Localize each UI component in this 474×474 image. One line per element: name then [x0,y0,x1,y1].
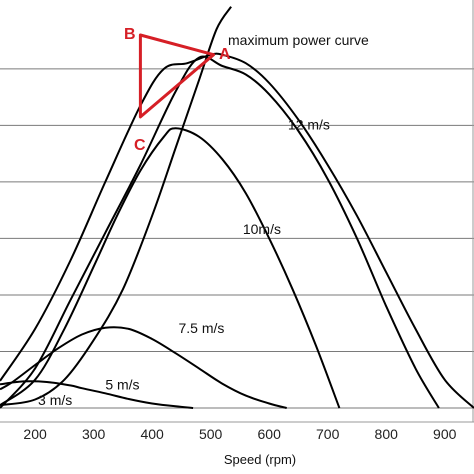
curve-3-m-s [0,380,194,409]
x-axis-ticks: 200 300 400 500 600 700 800 900 [23,426,456,442]
x-tick-400: 400 [140,426,164,442]
x-tick-700: 700 [316,426,340,442]
x-tick-900: 900 [433,426,457,442]
power-curves [0,52,474,409]
label-3-m-s: 3 m/s [38,392,72,408]
curve-10m-s [0,55,440,409]
annotation-point-c: C [134,137,146,154]
label-7-5-m-s: 7.5 m/s [178,320,224,336]
abc-triangle [138,33,216,119]
curve-labels: 3 m/s 5 m/s 7.5 m/s 10m/s 12 m/s [38,116,330,408]
label-10m-s: 10m/s [243,221,281,237]
annotation-maximum-power-curve: maximum power curve [228,32,369,48]
gridlines [0,0,474,423]
annotation-point-b: B [124,26,136,43]
label-5-m-s: 5 m/s [105,376,139,392]
curve-maximum-power-curve [0,6,232,407]
curve-12-m-s [0,52,474,409]
x-tick-500: 500 [199,426,223,442]
label-12-m-s: 12 m/s [288,116,330,132]
curve-7-5-m-s [0,127,341,409]
x-tick-600: 600 [258,426,282,442]
x-axis-label: Speed (rpm) [224,452,296,467]
x-tick-800: 800 [375,426,399,442]
annotation-point-a: A [219,46,231,63]
x-tick-200: 200 [23,426,47,442]
triangle-bac [138,33,216,119]
x-tick-300: 300 [82,426,106,442]
maximum-power-curve [0,6,232,407]
